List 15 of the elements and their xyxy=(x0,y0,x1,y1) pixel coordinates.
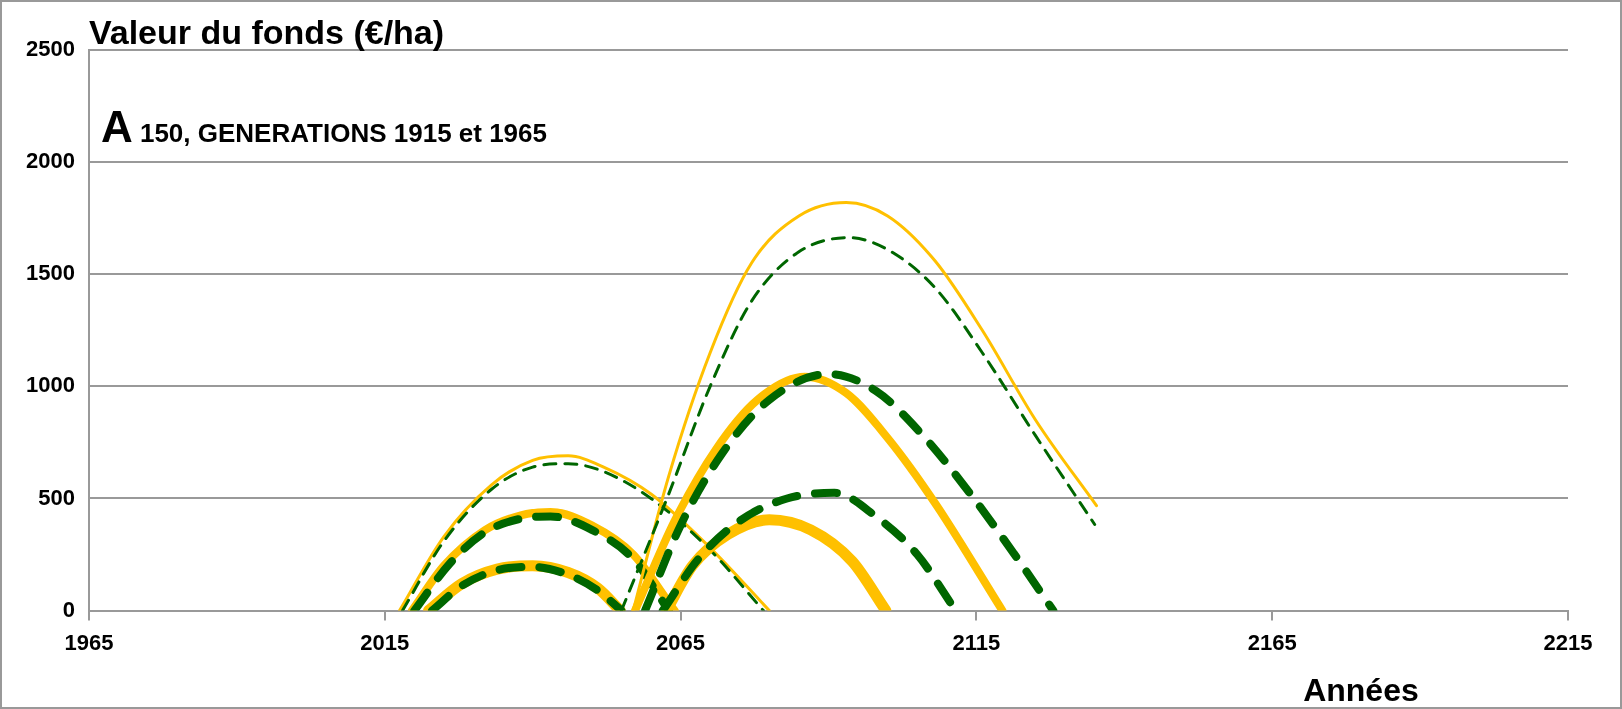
x-tick-label: 2115 xyxy=(952,629,1001,655)
y-tick-label: 2000 xyxy=(25,148,75,174)
y-tick-label: 1500 xyxy=(25,260,75,286)
y-axis-title: Valeur du fonds (€/ha) xyxy=(88,13,445,51)
text: A 150, GENERATIONS 1915 et 1965 xyxy=(100,102,547,151)
y-tick-label: 2500 xyxy=(25,36,75,62)
x-tick-label: 2065 xyxy=(656,629,706,655)
y-tick-label: 0 xyxy=(62,596,75,622)
x-tick-label: 2015 xyxy=(360,629,410,655)
x-tick-label: 2165 xyxy=(1247,629,1297,655)
y-tick-label: 1000 xyxy=(25,372,75,398)
x-tick-label: 2215 xyxy=(1543,629,1593,655)
x-tick-label: 1965 xyxy=(64,629,114,655)
x-axis-title: Années xyxy=(1303,672,1419,708)
y-tick-label: 500 xyxy=(38,484,75,510)
